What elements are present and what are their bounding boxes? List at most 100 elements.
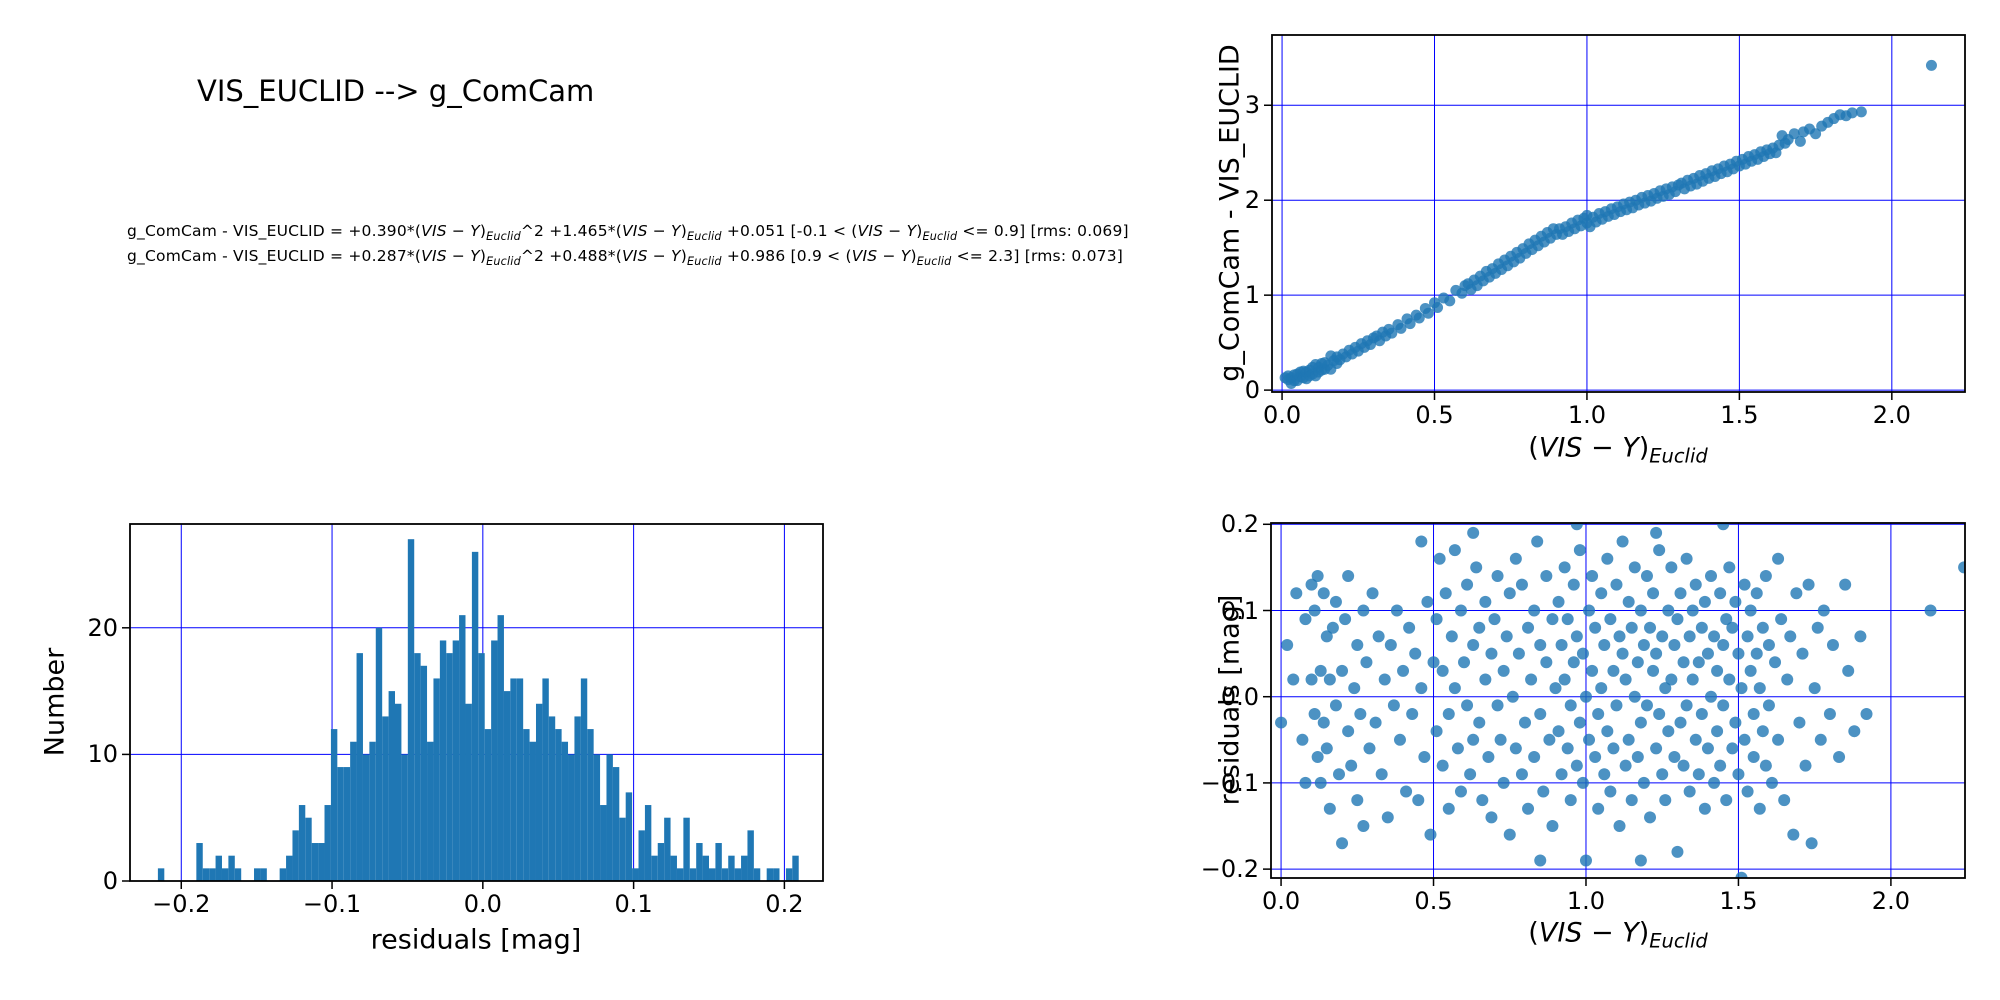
histogram-bar (619, 817, 626, 881)
data-point (1494, 733, 1507, 746)
data-point (1640, 570, 1653, 583)
histogram-bar (260, 868, 267, 881)
data-point (1625, 621, 1638, 634)
data-point (1756, 725, 1769, 738)
data-point (1692, 656, 1705, 669)
residual-scatter-x-tick-label: 1.5 (1719, 887, 1758, 915)
histogram-bar (664, 817, 671, 881)
data-point (1741, 630, 1754, 643)
data-point (1644, 621, 1657, 634)
data-point (1601, 552, 1614, 565)
transform-scatter-y-tick-label: 3 (1244, 91, 1260, 120)
grid-lines (1271, 523, 1965, 878)
data-point (1384, 638, 1397, 651)
data-point (1570, 759, 1583, 772)
data-point (1400, 785, 1413, 798)
data-point (1631, 656, 1644, 669)
data-point (1467, 638, 1480, 651)
data-point (1738, 578, 1751, 591)
histogram-bar (228, 855, 235, 881)
data-point (1479, 595, 1492, 608)
data-point (1448, 682, 1461, 695)
data-point (1348, 682, 1361, 695)
histogram-bar (709, 868, 716, 881)
data-point (1296, 733, 1309, 746)
data-point (1619, 759, 1632, 772)
data-point (1332, 768, 1345, 781)
data-point (1479, 673, 1492, 686)
histogram-bar (753, 868, 761, 881)
data-point (1299, 776, 1312, 789)
data-point (1436, 664, 1449, 677)
data-point (1647, 664, 1660, 677)
histogram-bar (785, 868, 793, 881)
data-point (1762, 699, 1775, 712)
data-point (1778, 794, 1791, 807)
data-point (1671, 845, 1684, 858)
data-point (1637, 776, 1650, 789)
residual-scatter-x-tick-label: 0.0 (1261, 887, 1301, 915)
data-point (1586, 664, 1599, 677)
fit-formula-line-1: g_ComCam - VIS_EUCLID = +0.390*(VIS − Y)… (127, 222, 1129, 244)
data-point (1656, 768, 1669, 781)
histogram-bar (580, 678, 588, 881)
data-point (1698, 595, 1711, 608)
data-point (1601, 725, 1614, 738)
histogram-bar (420, 665, 428, 881)
data-point (1351, 638, 1364, 651)
data-point (1317, 716, 1330, 729)
data-point (1659, 682, 1672, 695)
data-point (1794, 135, 1806, 147)
data-point (1413, 312, 1425, 324)
data-point (1515, 578, 1528, 591)
histogram-bar (587, 729, 594, 881)
data-point (1372, 630, 1385, 643)
histogram-bar (741, 855, 748, 881)
histogram-bar (465, 703, 472, 881)
data-point (1522, 621, 1535, 634)
residual-histogram-x-axis-label: residuals [mag] (370, 924, 582, 956)
data-point (1701, 647, 1714, 660)
data-point (1750, 587, 1763, 600)
data-point (1598, 768, 1611, 781)
histogram-bar (676, 868, 684, 881)
data-point (1846, 107, 1858, 119)
data-point (1314, 776, 1327, 789)
data-point (1925, 59, 1937, 71)
histogram-bar (510, 678, 517, 881)
data-point (1788, 128, 1800, 140)
data-point (1735, 871, 1748, 878)
data-point (1329, 595, 1342, 608)
data-point (1320, 630, 1333, 643)
plot-frame (1271, 34, 1966, 393)
data-point (1592, 707, 1605, 720)
data-point (1784, 630, 1797, 643)
data-point (1558, 673, 1571, 686)
histogram-bar (375, 627, 383, 881)
data-point (1354, 707, 1367, 720)
data-point (1717, 638, 1730, 651)
data-point (1810, 128, 1822, 140)
data-point (1412, 794, 1425, 807)
data-point (1491, 570, 1504, 583)
data-point (1576, 647, 1589, 660)
histogram-bar (157, 868, 165, 881)
data-point (1555, 768, 1568, 781)
data-point (1799, 759, 1812, 772)
data-point (1695, 707, 1708, 720)
data-point (1662, 604, 1675, 617)
tick-marks (1263, 523, 1892, 886)
data-point (1701, 742, 1714, 755)
histogram-bar (593, 754, 601, 881)
data-point (1842, 664, 1855, 677)
histogram-bar (561, 741, 569, 881)
residual-scatter-x-tick-label: 1.0 (1566, 887, 1606, 915)
data-point (1528, 751, 1541, 764)
histogram-bar (356, 653, 363, 881)
data-point (1616, 647, 1629, 660)
histogram-bar (395, 703, 402, 881)
histogram-bar (369, 741, 376, 881)
histogram-bar (215, 855, 222, 881)
data-point (1432, 301, 1444, 313)
